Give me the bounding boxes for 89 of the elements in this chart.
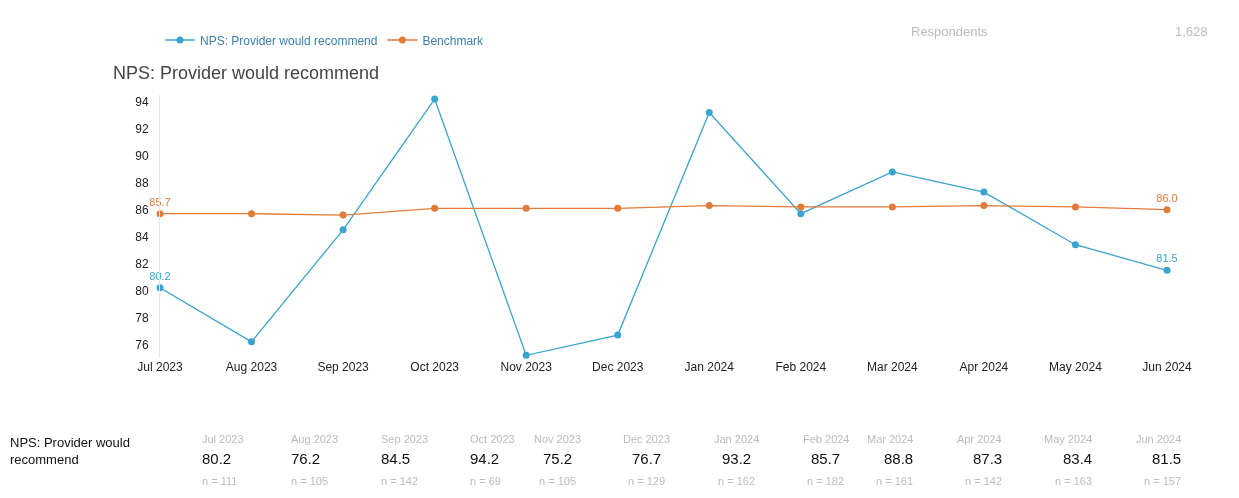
text: 87.3 — [973, 450, 1003, 467]
point — [705, 109, 713, 117]
x-tick-label: Dec 2023 — [592, 360, 644, 374]
text: n = 129 — [628, 475, 666, 487]
point — [431, 95, 439, 103]
point — [1163, 206, 1171, 214]
text: 93.2 — [722, 450, 752, 467]
text: 76.7 — [632, 450, 662, 467]
point — [797, 203, 805, 211]
y-tick-label: 78 — [135, 310, 149, 325]
point — [980, 202, 988, 210]
category-label: Jan 2024 — [714, 433, 760, 445]
text: 81.5 — [1152, 450, 1182, 467]
x-tick-label: Jul 2023 — [137, 360, 184, 374]
point — [614, 204, 622, 212]
point — [522, 204, 530, 212]
x-tick-label: Feb 2024 — [775, 360, 827, 374]
text: n = 105 — [539, 475, 577, 487]
text: n = 163 — [1055, 475, 1093, 487]
point — [1071, 203, 1079, 211]
point — [980, 188, 988, 196]
text: n = 157 — [1144, 475, 1182, 487]
x-tick-label: Jan 2024 — [684, 360, 735, 374]
x-tick-label: Mar 2024 — [867, 360, 919, 374]
data-label: 86.0 — [1156, 191, 1178, 204]
y-tick-label: 88 — [135, 175, 149, 190]
point — [1163, 266, 1171, 274]
point — [339, 211, 347, 219]
category-label: Mar 2024 — [867, 433, 914, 445]
category-label: May 2024 — [1044, 433, 1093, 445]
x-tick-label: Aug 2023 — [225, 360, 278, 374]
text: 1,628 — [1175, 24, 1208, 39]
text: n = 111 — [202, 475, 238, 487]
x-tick-label: Sep 2023 — [317, 360, 370, 374]
text: 76.2 — [291, 450, 321, 467]
y-tick-label: 86 — [135, 202, 149, 217]
text: 80.2 — [202, 450, 232, 467]
category-label: Oct 2023 — [470, 433, 515, 445]
point — [1071, 241, 1079, 249]
point — [248, 210, 256, 218]
text: 84.5 — [381, 450, 411, 467]
category-label: Sep 2023 — [381, 433, 429, 445]
category-label: Dec 2023 — [623, 433, 671, 445]
y-tick-label: 90 — [135, 148, 149, 163]
legend-label: NPS: Provider would recommend — [200, 33, 378, 48]
y-tick-label: 80 — [135, 283, 149, 298]
point — [431, 204, 439, 212]
text: 88.8 — [884, 450, 914, 467]
x-tick-label: Jun 2024 — [1142, 360, 1193, 374]
y-tick-label: 82 — [135, 256, 149, 271]
point — [705, 202, 713, 210]
text: n = 161 — [876, 475, 914, 487]
legend-label: Benchmark — [422, 33, 485, 48]
data-label: 80.2 — [149, 269, 171, 282]
category-label: Feb 2024 — [803, 433, 850, 445]
y-tick-label: 94 — [135, 94, 149, 109]
text: n = 69 — [470, 475, 501, 487]
x-tick-label: Oct 2023 — [410, 360, 460, 374]
text: Respondents — [911, 24, 989, 39]
x-tick-label: May 2024 — [1049, 360, 1103, 374]
category-label: Apr 2024 — [957, 433, 1002, 445]
category-label: Aug 2023 — [291, 433, 339, 445]
point — [888, 168, 896, 176]
text: n = 142 — [381, 475, 419, 487]
text: n = 162 — [718, 475, 756, 487]
point — [522, 351, 530, 359]
point — [797, 210, 805, 218]
point — [248, 338, 256, 346]
text: n = 105 — [291, 475, 329, 487]
data-label: 81.5 — [1156, 252, 1178, 265]
text: 75.2 — [543, 450, 573, 467]
point — [614, 331, 622, 339]
y-tick-label: 84 — [135, 229, 149, 244]
category-label: Jun 2024 — [1136, 433, 1182, 445]
y-tick-label: 76 — [135, 337, 149, 352]
point — [888, 203, 896, 211]
y-tick-label: 92 — [135, 121, 149, 136]
point — [339, 226, 347, 234]
text: 94.2 — [470, 450, 500, 467]
x-tick-label: Nov 2023 — [500, 360, 553, 374]
category-label: Nov 2023 — [534, 433, 582, 445]
x-tick-label: Apr 2024 — [959, 360, 1009, 374]
text: NPS: Provider would recommend — [10, 435, 130, 467]
chart-title: NPS: Provider would recommend — [113, 63, 380, 84]
text: n = 142 — [965, 475, 1003, 487]
text: n = 182 — [807, 475, 845, 487]
text: 85.7 — [811, 450, 841, 467]
text: 83.4 — [1063, 450, 1093, 467]
category-label: Jul 2023 — [202, 433, 244, 445]
